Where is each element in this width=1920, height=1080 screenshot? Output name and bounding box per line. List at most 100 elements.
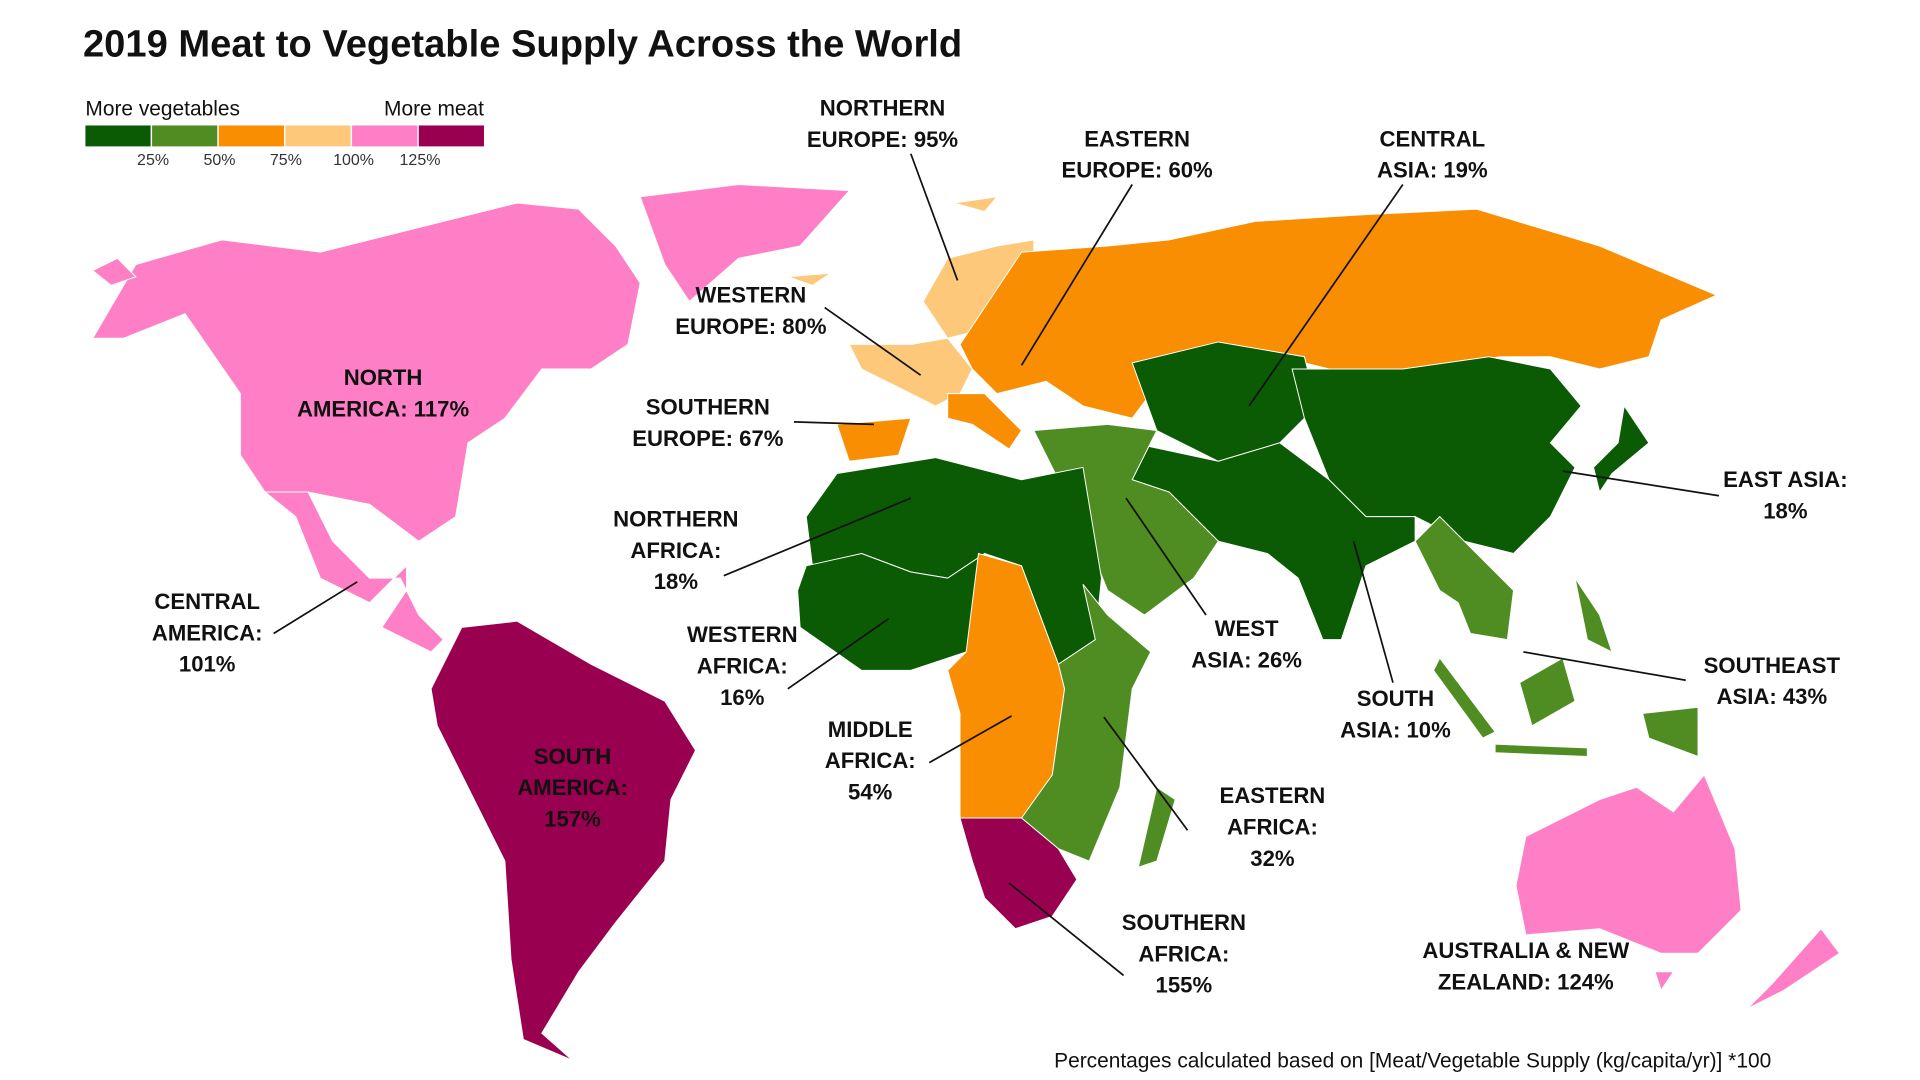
region-shape xyxy=(1433,657,1496,739)
label-line: 101% xyxy=(179,652,236,677)
leader-line xyxy=(1020,184,1133,366)
leader-line xyxy=(824,306,922,376)
label-line: EASTERN xyxy=(1084,126,1190,151)
label-east-asia: EAST ASIA: 18% xyxy=(1723,467,1848,523)
label-northern-africa: NORTHERN AFRICA: 18% xyxy=(613,506,738,594)
label-line: CENTRAL xyxy=(1379,126,1485,151)
region-southeast-asia xyxy=(1414,515,1699,758)
label-southern-africa: SOUTHERN AFRICA: 155% xyxy=(1122,910,1246,998)
region-central-america xyxy=(263,491,445,653)
legend-swatch xyxy=(285,125,351,147)
label-line: SOUTHEAST xyxy=(1704,653,1841,678)
label-northern-europe: NORTHERN EUROPE: 95% xyxy=(807,96,959,152)
leader-line xyxy=(1103,716,1189,831)
label-line: SOUTH xyxy=(534,744,611,769)
region-shape xyxy=(787,272,832,286)
region-shape xyxy=(430,620,697,1061)
label-line: ASIA: 19% xyxy=(1377,158,1488,183)
label-line: ASIA: 26% xyxy=(1191,647,1302,672)
region-shape xyxy=(1519,657,1576,727)
leader-line xyxy=(909,153,959,281)
legend-swatch xyxy=(85,125,151,147)
legend-tick: 25% xyxy=(137,152,169,169)
region-shape xyxy=(953,196,999,213)
label-line: NORTHERN xyxy=(613,506,738,531)
region-australia-nz xyxy=(1515,774,1841,1010)
label-south-asia: SOUTH ASIA: 10% xyxy=(1340,686,1451,742)
label-line: 18% xyxy=(1763,498,1808,523)
label-line: AFRICA: xyxy=(697,653,788,678)
label-western-europe: WESTERN EUROPE: 80% xyxy=(675,283,827,339)
region-central-asia xyxy=(1131,341,1318,462)
label-line: AFRICA: xyxy=(630,538,721,563)
region-shape xyxy=(947,393,1023,450)
label-line: AUSTRALIA & NEW xyxy=(1422,938,1629,963)
region-shape xyxy=(1746,927,1841,1010)
label-line: EASTERN xyxy=(1220,783,1326,808)
leader-line xyxy=(793,421,874,426)
region-shape xyxy=(836,417,912,462)
region-north-america xyxy=(91,184,851,542)
region-shape xyxy=(263,491,445,653)
label-line: NORTHERN xyxy=(820,96,945,121)
leader-line xyxy=(928,715,1013,764)
label-middle-africa: MIDDLE AFRICA: 54% xyxy=(825,717,916,805)
label-line: EUROPE: 80% xyxy=(675,314,827,339)
label-west-asia: WEST ASIA: 26% xyxy=(1191,616,1302,672)
leader-line xyxy=(1248,184,1404,407)
legend-left-label: More vegetables xyxy=(85,98,240,121)
label-southern-europe: SOUTHERN EUROPE: 67% xyxy=(632,395,784,451)
leader-line xyxy=(723,497,912,577)
leader-line xyxy=(787,618,890,690)
label-line: AMERICA: 117% xyxy=(297,396,469,421)
region-shape xyxy=(91,202,641,542)
label-line: AFRICA: xyxy=(1138,941,1229,966)
label-line: EAST ASIA: xyxy=(1723,467,1848,492)
region-shape xyxy=(1494,743,1588,758)
footnote: Percentages calculated based on [Meat/Ve… xyxy=(1054,1050,1771,1073)
legend-tick: 125% xyxy=(400,152,441,169)
label-line: MIDDLE xyxy=(828,717,913,742)
region-shape xyxy=(1642,706,1699,758)
legend-swatch xyxy=(218,125,284,147)
label-line: EUROPE: 67% xyxy=(632,426,784,451)
region-shape xyxy=(1515,774,1742,954)
label-line: 157% xyxy=(544,807,601,832)
label-north-america: NORTH AMERICA: 117% xyxy=(297,365,469,421)
label-line: ASIA: 43% xyxy=(1717,684,1828,709)
label-line: SOUTHERN xyxy=(1122,910,1246,935)
leader-line xyxy=(1008,882,1125,977)
label-line: SOUTH xyxy=(1357,686,1434,711)
legend-tick: 100% xyxy=(333,152,374,169)
label-southeast-asia: SOUTHEAST ASIA: 43% xyxy=(1704,653,1841,709)
label-line: AMERICA: xyxy=(152,620,263,645)
region-shape xyxy=(639,184,851,303)
region-southern-africa xyxy=(959,817,1078,930)
label-line: WESTERN xyxy=(696,283,807,308)
legend-swatch xyxy=(152,125,218,147)
label-line: EUROPE: 60% xyxy=(1062,158,1214,183)
label-line: SOUTHERN xyxy=(646,395,770,420)
label-central-america: CENTRAL AMERICA: 101% xyxy=(152,589,263,677)
region-shape xyxy=(1414,515,1515,641)
label-line: AFRICA: xyxy=(825,748,916,773)
legend-tick: 75% xyxy=(270,152,302,169)
label-line: ASIA: 10% xyxy=(1340,717,1451,742)
region-shape xyxy=(1654,971,1675,992)
label-line: 155% xyxy=(1156,973,1213,998)
label-eastern-europe: EASTERN EUROPE: 60% xyxy=(1062,126,1214,182)
label-line: 54% xyxy=(848,780,893,805)
label-line: 32% xyxy=(1250,846,1295,871)
label-line: WESTERN xyxy=(687,622,798,647)
region-south-america xyxy=(430,620,697,1061)
label-line: 16% xyxy=(720,685,765,710)
label-line: CENTRAL xyxy=(154,589,260,614)
label-australia-nz: AUSTRALIA & NEW ZEALAND: 124% xyxy=(1422,938,1629,994)
label-central-asia: CENTRAL ASIA: 19% xyxy=(1377,126,1488,182)
region-shape xyxy=(1131,341,1318,462)
label-line: AMERICA: xyxy=(517,775,628,800)
label-line: ZEALAND: 124% xyxy=(1438,970,1614,995)
label-line: 18% xyxy=(654,569,699,594)
leader-line xyxy=(1562,470,1720,497)
